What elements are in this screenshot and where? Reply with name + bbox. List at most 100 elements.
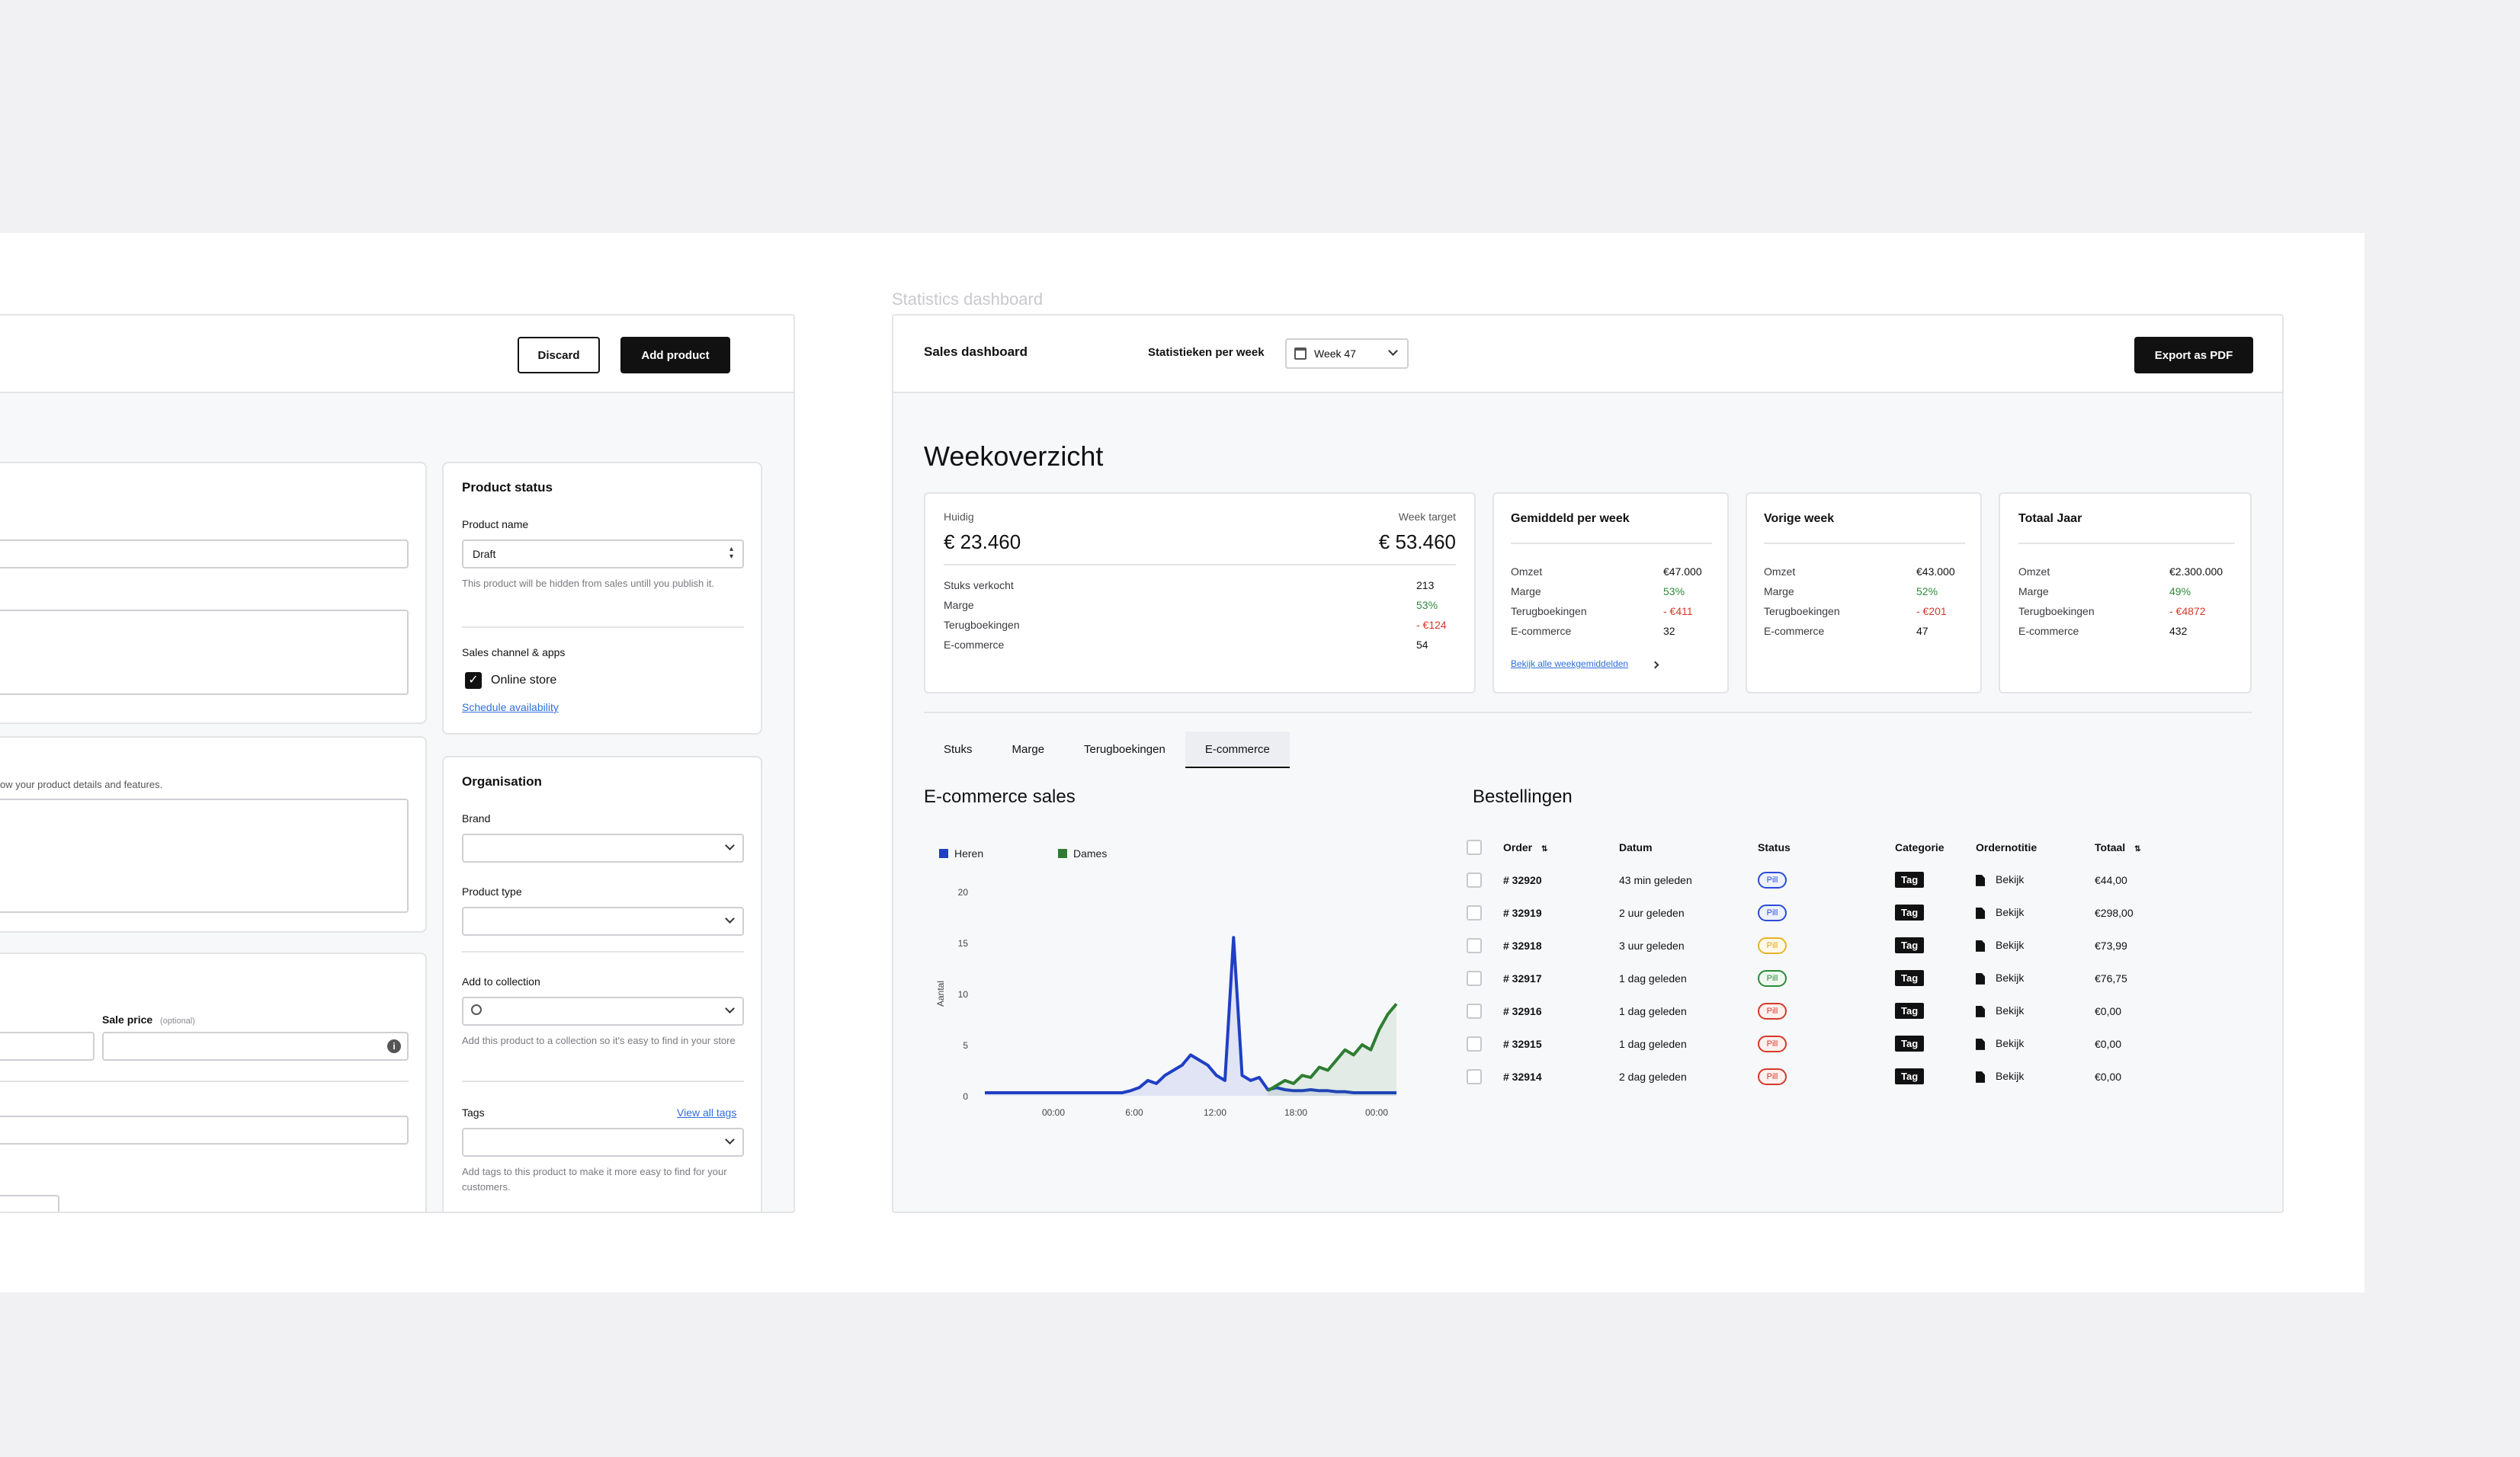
notitie-cell[interactable]: Bekijk: [1976, 929, 2095, 962]
table-row[interactable]: # 32916 1 dag geleden Pill Tag Bekijk €0,00: [1467, 994, 2201, 1027]
table-row[interactable]: # 32918 3 uur geleden Pill Tag Bekijk €73,99: [1467, 929, 2201, 962]
table-row[interactable]: # 32919 2 uur geleden Pill Tag Bekijk €298,00: [1467, 896, 2201, 929]
status-pill: Pill: [1758, 1068, 1787, 1085]
row-checkbox[interactable]: [1467, 1036, 1482, 1052]
row-checkbox[interactable]: [1467, 872, 1482, 888]
current-week-card: Huidig € 23.460 Week target € 53.460 Stu…: [924, 492, 1476, 693]
title-input[interactable]: [0, 540, 409, 568]
tags-select[interactable]: [462, 1128, 744, 1157]
datum-cell: 1 dag geleden: [1619, 1037, 1687, 1050]
cost-input[interactable]: [0, 1116, 409, 1145]
row-checkbox[interactable]: [1467, 937, 1482, 953]
bekijk-link[interactable]: Bekijk: [1996, 873, 2025, 886]
order-cell[interactable]: # 32919: [1503, 906, 1542, 919]
view-all-tags-link[interactable]: View all tags: [677, 1106, 737, 1119]
order-cell[interactable]: # 32914: [1503, 1070, 1542, 1083]
chevron-down-icon: [1388, 346, 1398, 356]
bekijk-link[interactable]: Bekijk: [1996, 939, 2025, 952]
row-checkbox[interactable]: [1467, 905, 1482, 921]
table-row[interactable]: # 32914 2 dag geleden Pill Tag Bekijk €0,00: [1467, 1060, 2201, 1093]
category-tag: Tag: [1895, 937, 1925, 953]
row-checkbox[interactable]: [1467, 970, 1482, 986]
categorie-cell: Tag: [1895, 962, 1976, 994]
status-pill: Pill: [1758, 904, 1787, 921]
description-textarea[interactable]: [0, 799, 409, 913]
totaal-cell: €0,00: [2095, 1070, 2122, 1083]
notitie-cell[interactable]: Bekijk: [1976, 994, 2095, 1027]
calendar-icon: [1294, 347, 1306, 360]
document-icon: [1976, 1071, 1985, 1083]
average-week-link[interactable]: Bekijk alle weekgemiddelden: [1511, 658, 1629, 669]
totaal-cell: €0,00: [2095, 1037, 2122, 1050]
week-label: Statistieken per week: [1148, 346, 1265, 359]
tab-terugboekingen[interactable]: Terugboekingen: [1084, 742, 1165, 756]
stat-value: €43.000: [1916, 565, 1955, 578]
stat-label: Terugboekingen: [2018, 605, 2095, 617]
stat-value: 53%: [1663, 585, 1685, 597]
total-year-title: Totaal Jaar: [2018, 512, 2082, 525]
chart-axes: 0 5 10 15 20 Aantal 00:00 6:00 12:00 18:00 00:00: [935, 887, 1388, 1118]
order-cell[interactable]: # 32916: [1503, 1004, 1542, 1017]
brand-select[interactable]: [462, 834, 744, 863]
updown-icon: ▴ ▾: [729, 545, 733, 561]
table-header-row: Order ⇅ Datum Status Categorie Ordernoti…: [1467, 831, 2201, 863]
collection-hint: Add this product to a collection so it's…: [462, 1035, 736, 1046]
table-row[interactable]: # 32915 1 dag geleden Pill Tag Bekijk €0,00: [1467, 1027, 2201, 1060]
quantity-input[interactable]: [0, 1195, 59, 1212]
notitie-cell[interactable]: Bekijk: [1976, 1060, 2095, 1093]
export-pdf-button[interactable]: Export as PDF: [2134, 337, 2253, 373]
x-tick-label: 00:00: [1365, 1107, 1388, 1118]
row-checkbox[interactable]: [1467, 1003, 1482, 1019]
sort-icon[interactable]: ⇅: [1541, 844, 1548, 853]
totaal-cell: €0,00: [2095, 1004, 2122, 1017]
bekijk-link[interactable]: Bekijk: [1996, 906, 2025, 919]
bekijk-link[interactable]: Bekijk: [1996, 972, 2025, 985]
info-icon[interactable]: i: [387, 1039, 401, 1053]
online-store-checkbox[interactable]: ✓: [465, 672, 482, 689]
product-status-select[interactable]: Draft ▴ ▾: [462, 540, 744, 568]
legend-label: Dames: [1073, 847, 1107, 860]
order-cell[interactable]: # 32920: [1503, 873, 1542, 886]
week-select[interactable]: Week 47: [1285, 338, 1409, 369]
bekijk-link[interactable]: Bekijk: [1996, 1004, 2025, 1017]
row-checkbox[interactable]: [1467, 1068, 1482, 1084]
notitie-cell[interactable]: Bekijk: [1976, 863, 2095, 896]
organisation-divider: [462, 951, 744, 953]
table-row[interactable]: # 32920 43 min geleden Pill Tag Bekijk €44,00: [1467, 863, 2201, 896]
price-input[interactable]: [0, 1032, 95, 1061]
notitie-cell[interactable]: Bekijk: [1976, 962, 2095, 994]
stat-label: E-commerce: [2018, 625, 2079, 637]
sale-price-input[interactable]: i: [102, 1032, 409, 1061]
tab-e-commerce[interactable]: E-commerce: [1185, 732, 1290, 768]
discard-button[interactable]: Discard: [518, 337, 600, 373]
sort-icon[interactable]: ⇅: [2134, 844, 2141, 853]
add-product-button[interactable]: Add product: [620, 337, 730, 373]
bekijk-link[interactable]: Bekijk: [1996, 1037, 2025, 1050]
table-row[interactable]: # 32917 1 dag geleden Pill Tag Bekijk €76,75: [1467, 962, 2201, 994]
stat-value: 213: [1416, 579, 1435, 591]
totaal-header[interactable]: Totaal ⇅: [2095, 831, 2201, 863]
stats-tabs: Stuks Marge Terugboekingen E-commerce: [924, 732, 1290, 768]
document-icon: [1976, 940, 1985, 952]
categorie-cell: Tag: [1895, 929, 1976, 962]
schedule-availability-link[interactable]: Schedule availability: [462, 701, 559, 713]
order-cell[interactable]: # 32917: [1503, 972, 1542, 985]
order-header[interactable]: Order ⇅: [1503, 831, 1619, 863]
collection-select[interactable]: [462, 997, 744, 1026]
notitie-cell[interactable]: Bekijk: [1976, 1027, 2095, 1060]
summary-textarea[interactable]: [0, 610, 409, 695]
notitie-cell[interactable]: Bekijk: [1976, 896, 2095, 929]
tab-marge[interactable]: Marge: [1012, 742, 1045, 756]
order-cell[interactable]: # 32915: [1503, 1037, 1542, 1050]
product-type-select[interactable]: [462, 907, 744, 936]
bekijk-link[interactable]: Bekijk: [1996, 1070, 2025, 1083]
select-all-checkbox[interactable]: [1467, 839, 1482, 855]
search-icon: [471, 1004, 482, 1015]
order-cell[interactable]: # 32918: [1503, 939, 1542, 952]
document-icon: [1976, 1005, 1985, 1017]
stat-label: Stuks verkocht: [944, 579, 1014, 591]
stat-label: Terugboekingen: [1511, 605, 1587, 617]
y-tick-label: 10: [958, 989, 969, 1000]
tab-stuks[interactable]: Stuks: [944, 742, 973, 756]
ecommerce-sales-title: E-commerce sales: [924, 786, 1076, 807]
